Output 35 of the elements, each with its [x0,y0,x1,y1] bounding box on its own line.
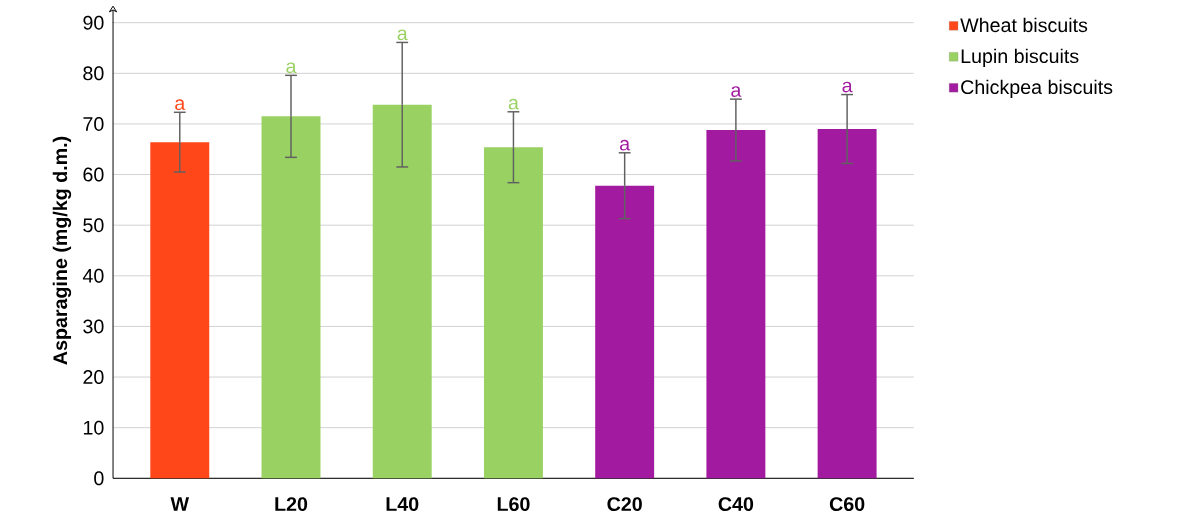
x-tick-label: C20 [607,497,642,512]
y-axis-title: Asparagine (mg/kg d.m.) [52,137,72,365]
bar [150,142,210,479]
x-tick-label: L40 [386,497,419,512]
y-tick-label: 20 [83,370,104,385]
y-tick-label: 80 [83,66,104,81]
y-tick-label: 50 [83,218,104,233]
bar [817,129,877,479]
bar [372,104,432,479]
x-tick-label: L20 [275,497,308,512]
y-tick-label: 90 [83,15,104,30]
x-tick-label: L60 [497,497,530,512]
annotation: a [286,62,297,74]
bar [595,185,655,479]
y-tick-label: 60 [83,167,104,182]
annotation: a [175,99,186,111]
annotation: a [731,86,742,98]
legend-label: Chickpea biscuits [961,79,1113,99]
bar [483,147,543,479]
y-tick-label: 10 [83,420,104,435]
annotation: a [397,29,408,41]
annotation: a [620,140,631,151]
x-tick-label: C40 [718,497,754,512]
bar [261,116,321,479]
legend-label: Wheat biscuits [960,17,1088,33]
y-tick-label: 0 [94,471,104,486]
y-tick-label: 70 [83,117,104,132]
legend-label: Lupin biscuits [961,48,1079,68]
y-tick-label: 30 [83,319,104,334]
y-tick-label: 40 [82,269,104,283]
x-tick-label: W [170,497,190,511]
annotation: a [508,99,519,110]
bar [706,130,766,479]
x-tick-label: C60 [829,497,865,512]
annotation: a [842,81,853,93]
